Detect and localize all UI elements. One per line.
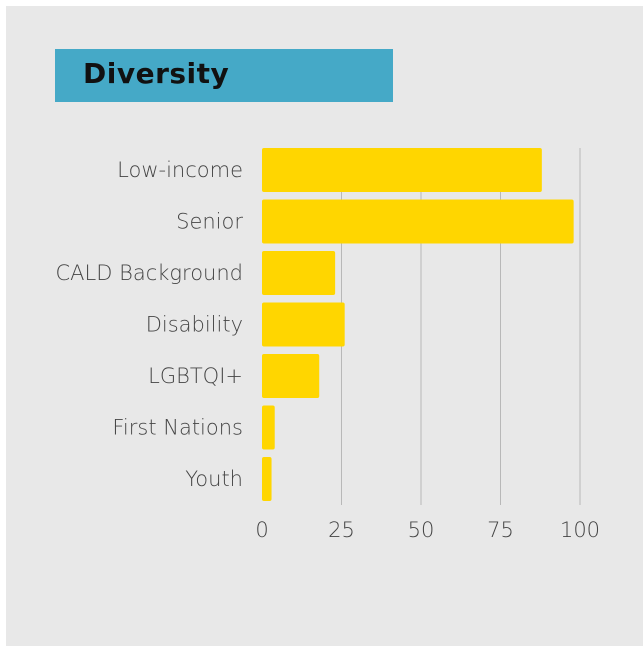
x-tick-label: 50	[408, 518, 435, 542]
bar-senior	[262, 199, 574, 244]
bar-youth	[262, 457, 272, 501]
bar-lgbtqi-	[262, 354, 320, 398]
category-label: Youth	[185, 467, 243, 491]
chart-title: Diversity	[83, 57, 230, 90]
category-label: LGBTQI+	[148, 364, 243, 388]
x-tick-label: 0	[255, 518, 268, 542]
bar-first-nations	[262, 405, 275, 450]
x-tick-label: 75	[487, 518, 514, 542]
x-tick-label: 25	[328, 518, 355, 542]
x-axis-ticks: 0 25 50 75 100	[255, 518, 600, 542]
category-label: Senior	[176, 210, 243, 234]
x-tick-label: 100	[560, 518, 600, 542]
bar-low-income	[262, 148, 542, 192]
bars	[262, 148, 574, 501]
category-label: Disability	[146, 313, 243, 337]
category-label: CALD Background	[56, 261, 243, 285]
bar-cald-background	[262, 251, 336, 295]
category-label: Low-income	[117, 158, 243, 182]
title-banner: Diversity	[55, 49, 393, 102]
category-labels: Low-income Senior CALD Background Disabilit…	[56, 158, 244, 491]
category-label: First Nations	[112, 416, 243, 440]
bar-disability	[262, 302, 345, 347]
